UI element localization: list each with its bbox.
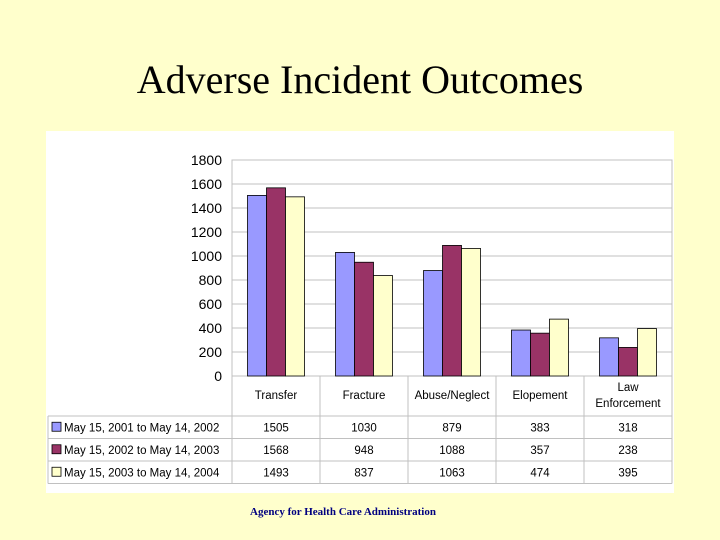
table-cell: 1063: [439, 467, 465, 479]
bar: [423, 270, 443, 377]
table-cell: 1568: [263, 445, 289, 457]
footer-agency: Agency for Health Care Administration: [250, 506, 436, 518]
bar-chart: 0 200 400 600 800 1000 1200 1400 1600 1800 Transfe…: [47, 152, 673, 484]
bar: [549, 318, 569, 377]
bar: [442, 245, 462, 377]
x-tick-label: Transfer: [255, 390, 298, 402]
y-tick-label: 0: [214, 368, 222, 384]
x-tick-label: Law: [617, 382, 639, 394]
y-tick-label: 600: [199, 296, 223, 312]
table-cell: 395: [618, 467, 637, 479]
table-cell: 357: [530, 445, 549, 457]
y-tick-label: 1600: [191, 176, 222, 192]
bar: [618, 347, 638, 377]
legend-key: [51, 466, 62, 477]
x-tick-label: Fracture: [343, 390, 386, 402]
bar: [461, 248, 481, 377]
y-tick-label: 400: [199, 320, 223, 336]
bar: [266, 187, 286, 377]
y-tick-label: 1800: [191, 152, 222, 168]
x-tick-label: Abuse/Neglect: [415, 390, 491, 402]
table-cell: 1088: [439, 445, 465, 457]
bar: [247, 195, 267, 377]
bar: [530, 332, 550, 377]
bar: [599, 337, 619, 377]
x-tick-label: Enforcement: [595, 398, 661, 410]
legend-entry: May 15, 2003 to May 14, 2004: [64, 467, 220, 479]
y-tick-label: 1400: [191, 200, 222, 216]
table-cell: 238: [618, 445, 637, 457]
table-cell: 1505: [263, 422, 289, 434]
table-cell: 383: [530, 422, 549, 434]
bar: [335, 252, 355, 377]
legend-key: [51, 444, 62, 455]
table-cell: 879: [442, 422, 461, 434]
table-cell: 474: [530, 467, 550, 479]
bar: [637, 328, 657, 377]
legend-entry: May 15, 2002 to May 14, 2003: [64, 445, 219, 457]
bar: [354, 261, 374, 377]
legend-key: [51, 421, 62, 432]
bar: [511, 329, 531, 377]
bar: [285, 196, 305, 377]
table-cell: 948: [354, 445, 373, 457]
table-cell: 1493: [263, 467, 289, 479]
table-cell: 318: [618, 422, 637, 434]
x-tick-label: Elopement: [513, 390, 569, 402]
y-tick-label: 1000: [191, 248, 222, 264]
bar: [373, 275, 393, 377]
table-cell: 837: [354, 467, 373, 479]
slide-title: Adverse Incident Outcomes: [136, 57, 584, 102]
y-tick-label: 1200: [191, 224, 222, 240]
y-tick-label: 800: [199, 272, 223, 288]
y-tick-label: 200: [199, 344, 223, 360]
chart-panel: 0 200 400 600 800 1000 1200 1400 1600 1800 Transfe…: [46, 131, 674, 493]
table-cell: 1030: [351, 422, 377, 434]
legend-entry: May 15, 2001 to May 14, 2002: [64, 422, 219, 434]
